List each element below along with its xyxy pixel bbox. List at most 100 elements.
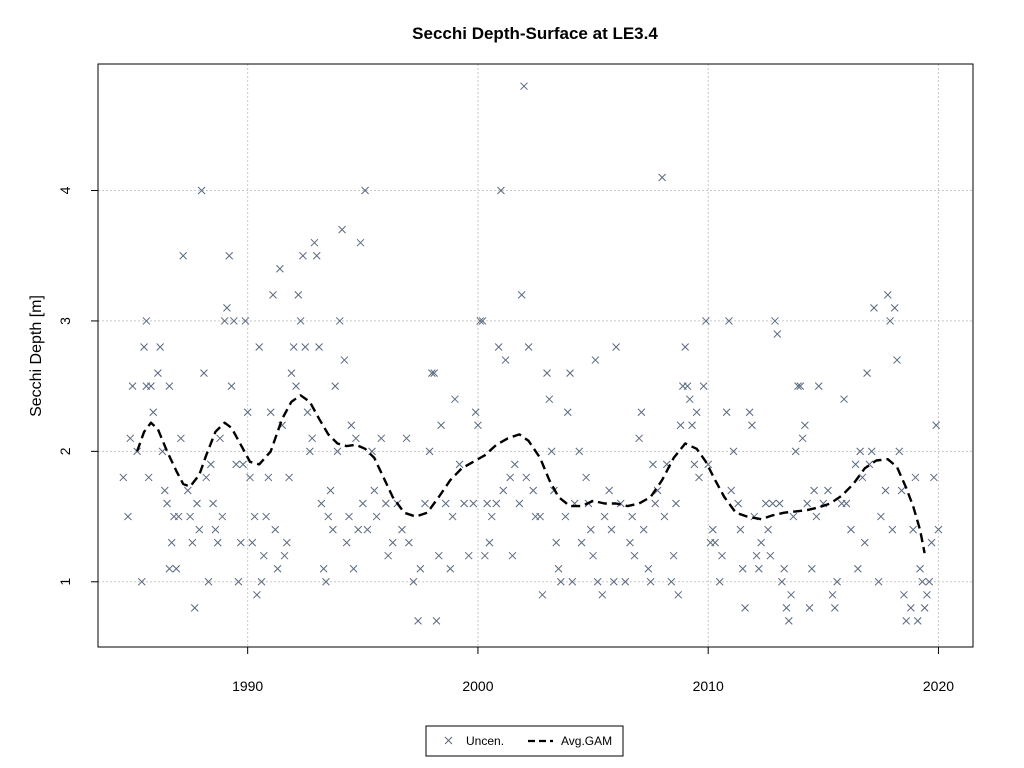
chart-title: Secchi Depth-Surface at LE3.4 xyxy=(412,24,658,43)
legend-marker-uncen xyxy=(444,736,453,745)
data-point xyxy=(455,460,464,469)
data-point xyxy=(315,343,323,351)
data-point xyxy=(126,434,135,443)
data-point xyxy=(554,564,563,573)
data-point xyxy=(497,186,505,195)
data-point xyxy=(494,343,503,351)
data-point xyxy=(190,604,199,612)
data-point xyxy=(287,369,296,377)
data-point xyxy=(607,525,616,534)
legend: Uncen. Avg.GAM xyxy=(425,725,624,757)
data-point xyxy=(158,447,167,456)
data-point xyxy=(480,551,489,560)
data-point xyxy=(448,512,457,521)
data-point xyxy=(605,486,614,495)
data-point xyxy=(833,577,841,586)
data-point xyxy=(874,577,883,586)
data-point xyxy=(409,577,418,586)
data-point xyxy=(414,617,422,625)
x-tick-label: 2000 xyxy=(462,678,493,694)
data-point xyxy=(474,421,482,430)
data-point xyxy=(206,460,215,469)
data-point xyxy=(552,538,561,547)
data-point xyxy=(487,512,496,521)
data-point xyxy=(840,395,848,404)
data-point xyxy=(628,512,637,521)
data-point xyxy=(927,538,936,547)
x-tick-label: 1990 xyxy=(232,678,263,694)
data-point xyxy=(186,512,194,521)
data-point xyxy=(715,577,724,586)
data-point xyxy=(220,317,229,325)
data-point xyxy=(814,382,823,391)
data-point xyxy=(388,538,397,547)
data-point xyxy=(690,460,699,469)
data-point xyxy=(775,499,784,508)
data-point xyxy=(183,486,192,495)
data-point xyxy=(483,499,491,508)
data-point xyxy=(329,525,337,534)
data-point xyxy=(464,551,473,560)
data-point xyxy=(591,356,600,364)
data-point xyxy=(246,473,254,482)
data-point xyxy=(165,564,174,573)
data-point xyxy=(167,538,176,547)
data-point xyxy=(778,577,786,586)
data-point xyxy=(248,538,257,547)
data-point xyxy=(469,499,478,508)
data-point xyxy=(354,525,363,534)
data-point xyxy=(236,538,245,547)
data-point xyxy=(524,343,533,351)
data-point xyxy=(264,473,273,482)
data-point xyxy=(358,499,367,508)
data-point xyxy=(649,460,657,469)
y-tick-label: 1 xyxy=(57,578,73,586)
y-tick-label: 2 xyxy=(57,447,73,455)
legend-label-gam: Avg.GAM xyxy=(561,734,612,748)
data-point xyxy=(425,447,434,456)
data-point xyxy=(381,499,390,508)
data-point xyxy=(294,290,303,299)
data-point xyxy=(563,408,572,417)
data-point xyxy=(305,447,314,456)
data-point xyxy=(292,382,300,391)
data-point xyxy=(174,512,183,521)
data-point xyxy=(193,499,201,508)
data-point xyxy=(791,447,800,456)
data-point xyxy=(499,486,508,495)
data-point xyxy=(209,499,217,508)
data-point xyxy=(347,421,356,430)
data-point xyxy=(867,447,876,456)
data-point xyxy=(428,369,436,377)
data-point xyxy=(377,434,386,443)
data-point xyxy=(506,473,515,482)
data-point xyxy=(918,577,927,586)
data-point xyxy=(669,551,678,560)
data-point xyxy=(119,473,128,482)
data-point xyxy=(683,382,692,391)
data-point xyxy=(909,525,917,534)
data-point xyxy=(568,577,577,586)
data-point xyxy=(660,512,669,521)
data-point xyxy=(460,499,468,508)
data-point xyxy=(798,434,807,443)
data-point xyxy=(626,538,634,547)
data-point xyxy=(255,343,264,351)
data-point xyxy=(538,590,547,599)
data-point xyxy=(752,551,761,560)
data-point xyxy=(301,343,310,351)
data-point xyxy=(257,577,266,586)
data-point xyxy=(144,473,153,482)
data-point xyxy=(322,577,330,586)
data-point xyxy=(646,577,655,586)
data-point xyxy=(600,512,609,521)
data-point xyxy=(372,512,381,521)
x-tick-label: 2020 xyxy=(923,678,954,694)
data-point xyxy=(612,343,620,351)
data-point xyxy=(517,290,526,299)
data-point xyxy=(830,604,839,612)
data-point xyxy=(658,173,666,182)
y-axis-label: Secchi Depth [m] xyxy=(28,295,45,417)
legend-box xyxy=(425,725,624,757)
data-point xyxy=(895,447,904,456)
